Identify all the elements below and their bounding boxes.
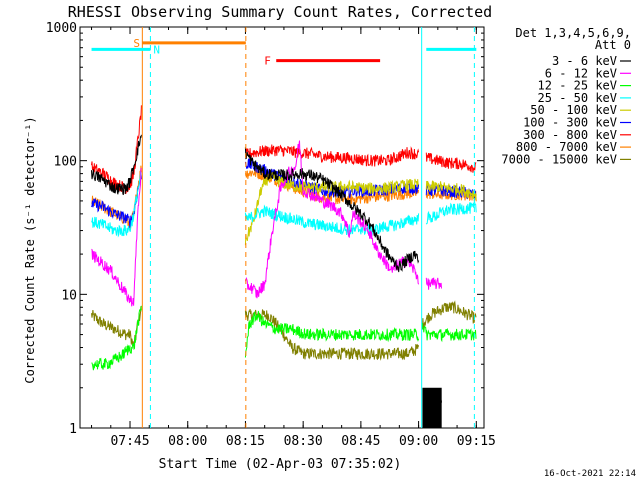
legend-label: 25 - 50 keV [538,91,617,105]
y-tick-label: 100 [54,155,77,170]
x-tick-label: 08:45 [341,434,380,449]
series-12-25-kev [421,322,477,343]
flag-label: N [153,43,160,56]
black-count-bar [422,387,442,428]
x-tick-label: 08:30 [284,434,323,449]
series-50-100-kev [425,180,477,201]
series-25-50-kev [425,202,477,225]
series-6-12-kev [244,140,420,299]
series-7000-15000-kev [421,300,477,330]
y-axis-label: Corrected Count Rate (s⁻¹ detector⁻¹) [23,116,37,383]
y-tick-label: 10 [61,288,77,303]
plot-frame [79,26,485,429]
series-12-25-kev [91,305,142,371]
series-6-12-kev [425,277,442,290]
series-300-800-kev [425,152,477,173]
legend-label: 6 - 12 keV [545,66,617,80]
legend-label: 800 - 7000 keV [516,140,617,154]
series-12-25-kev [244,310,420,358]
legend-label: 100 - 300 keV [523,116,617,130]
flag-label: F [264,55,271,68]
legend-header: Att 0 [595,38,631,52]
flag-label: S [133,37,140,50]
series-300-800-kev [244,144,420,167]
series-3-6-kev [91,134,142,196]
timestamp: 16-Oct-2021 22:14 [544,469,636,479]
series-7000-15000-kev [91,306,142,350]
chart-title: RHESSI Observing Summary Count Rates, Co… [68,3,492,21]
x-tick-label: 09:00 [399,434,438,449]
series-800-7000-kev [91,165,142,231]
series-7000-15000-kev [244,308,420,361]
x-tick-label: 09:15 [457,434,496,449]
x-tick-label: 07:45 [110,434,149,449]
legend-label: 7000 - 15000 keV [501,152,617,166]
x-axis-label: Start Time (02-Apr-03 07:35:02) [159,457,402,472]
series-3-6-kev [244,147,420,273]
series-100-300-kev [91,171,142,228]
data-layer [91,105,477,428]
legend-label: 12 - 25 keV [538,79,617,93]
legend-label: 300 - 800 keV [523,128,617,142]
legend-label: 3 - 6 keV [552,54,617,68]
legend-label: 50 - 100 keV [530,103,617,117]
legend-header: Det 1,3,4,5,6,9, [515,26,631,40]
series-6-12-kev [91,167,142,307]
plot-area: 1 10 100 1000 07:45 08:00 08:15 08:30 08:45 09:00… [46,21,496,449]
x-tick-label: 08:15 [226,434,265,449]
series-25-50-kev [244,204,420,236]
y-tick-label: 1 [69,422,77,437]
x-tick-label: 08:00 [168,434,207,449]
series-25-50-kev [91,170,142,238]
y-tick-label: 1000 [46,21,77,36]
